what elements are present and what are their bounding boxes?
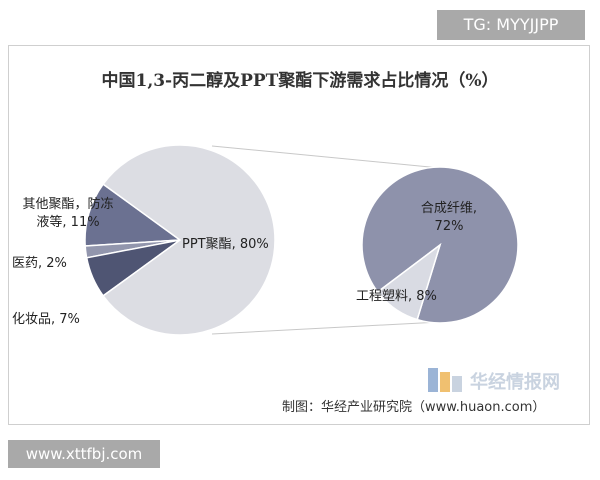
pie-slice [102,144,276,336]
data-label: 合成纤维, 72% [420,201,478,234]
logo [440,372,450,392]
logo [428,368,438,392]
chart-title: 中国1,3-丙二醇及PPT聚酯下游需求占比情况（%） [101,71,499,91]
data-label: 医药, 2% [12,256,67,271]
pie-slice [84,183,183,247]
data-label: 其他聚酯，防冻液等, 11% [22,197,114,230]
watermark: 华经情报网 [470,372,560,393]
source: 制图：华经产业研究院（www.huaon.com） [282,400,546,415]
chart-frame [8,45,590,425]
data-label: 工程塑料, 8% [356,289,437,304]
footer: www.xttfbj.com [8,440,160,468]
data-label: 化妆品, 7% [12,312,80,327]
connector [211,321,441,335]
pie-slice [376,243,442,321]
connector [211,145,441,169]
logo [452,376,462,392]
data-label: PPT聚酯, 80% [182,237,269,252]
badge: TG: MYYJJPP [437,10,585,40]
